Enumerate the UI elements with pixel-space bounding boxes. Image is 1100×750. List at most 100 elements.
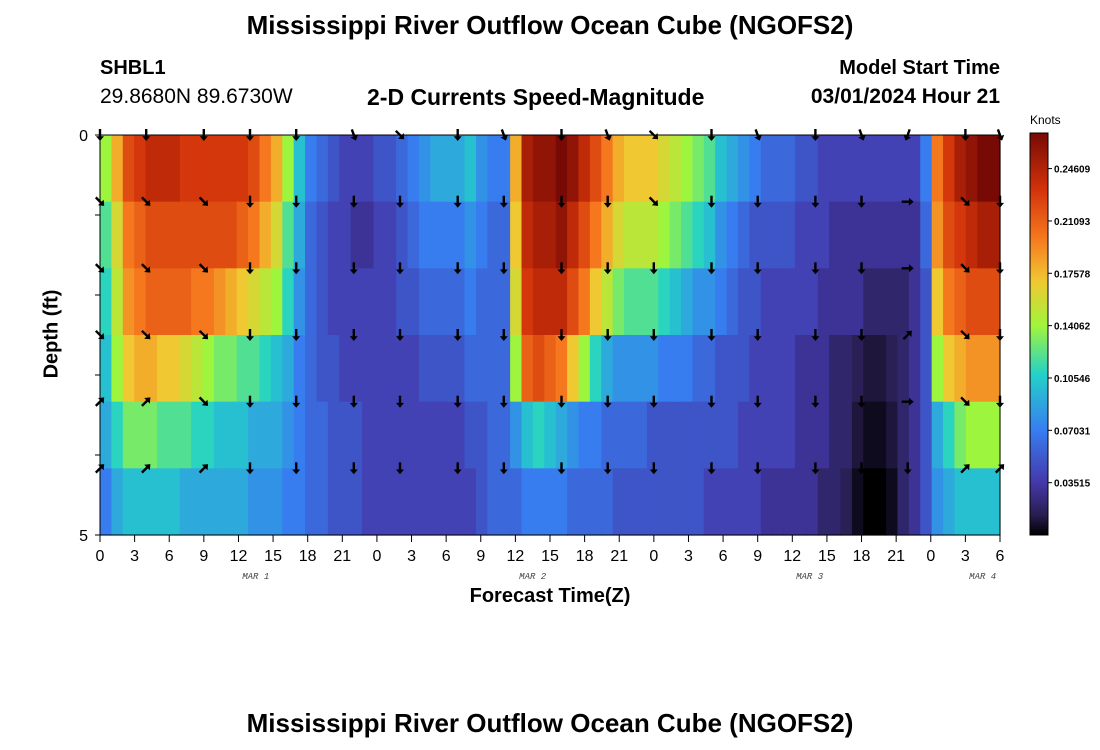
heatmap-cell — [407, 268, 420, 336]
heatmap-cell — [521, 201, 534, 269]
direction-arrow — [649, 329, 658, 341]
heatmap-cell — [954, 268, 967, 336]
heatmap-cell — [453, 401, 466, 469]
heatmap-cell — [498, 335, 511, 403]
heatmap-cell — [191, 335, 204, 403]
heatmap-cell — [624, 268, 637, 336]
x-tick-label: 12 — [506, 548, 524, 565]
heatmap-cell — [396, 268, 409, 336]
heatmap-cell — [282, 268, 295, 336]
heatmap-cell — [145, 135, 158, 203]
heatmap-cell — [646, 335, 659, 403]
heatmap-cell — [726, 401, 739, 469]
heatmap-cell — [589, 401, 602, 469]
heatmap-cell — [760, 468, 773, 536]
direction-arrow — [292, 262, 301, 275]
y-tick-label: 0 — [79, 128, 88, 145]
heatmap-cell — [510, 335, 523, 403]
heatmap-cell — [794, 468, 807, 536]
direction-arrow — [961, 129, 970, 141]
heatmap-cell — [305, 335, 318, 403]
heatmap-cell — [225, 335, 238, 403]
heatmap-cell — [886, 335, 899, 403]
heatmap-cell — [806, 335, 819, 403]
heatmap-cell — [179, 335, 192, 403]
colorbar-tick-label: 0.03515 — [1054, 479, 1091, 490]
direction-arrow — [500, 128, 508, 141]
heatmap-cell — [464, 468, 477, 536]
heatmap-cell — [305, 468, 318, 536]
heatmap-cell — [749, 201, 762, 269]
heatmap-cell — [487, 201, 500, 269]
heatmap-cell — [555, 268, 568, 336]
heatmap-cell — [567, 468, 580, 536]
heatmap-cell — [658, 135, 671, 203]
heatmap-cell — [931, 401, 944, 469]
heatmap-cell — [441, 135, 454, 203]
heatmap-cell — [282, 401, 295, 469]
heatmap-cell — [100, 268, 112, 336]
heatmap-cell — [191, 135, 204, 203]
heatmap-cell — [589, 335, 602, 403]
heatmap-cell — [681, 401, 693, 469]
heatmap-cell — [601, 135, 614, 203]
heatmap-cell — [339, 401, 352, 469]
direction-arrow — [857, 195, 866, 208]
heatmap-cell — [339, 201, 352, 269]
x-tick-label: 9 — [753, 548, 762, 565]
heatmap-cell — [521, 268, 534, 336]
heatmap-cell — [931, 335, 944, 403]
heatmap-cell — [703, 335, 716, 403]
direction-arrow — [396, 395, 404, 408]
heatmap-cell — [988, 335, 1001, 403]
direction-arrow — [292, 195, 301, 208]
heatmap-cell — [327, 401, 340, 469]
heatmap-cell — [202, 401, 215, 469]
heatmap-cell — [225, 468, 238, 536]
direction-arrow — [960, 196, 970, 206]
heatmap-cell — [498, 468, 511, 536]
heatmap-cell — [783, 201, 796, 269]
heatmap-cell — [270, 468, 283, 536]
heatmap-cell — [407, 401, 420, 469]
heatmap-cell — [703, 401, 716, 469]
heatmap-cell — [532, 201, 545, 269]
heatmap-cell — [555, 468, 568, 536]
heatmap-cell — [601, 335, 614, 403]
heatmap-cell — [487, 135, 500, 203]
heatmap-cell — [521, 468, 534, 536]
heatmap-cell — [817, 468, 830, 536]
colorbar — [1029, 132, 1049, 536]
x-tick-label: 21 — [610, 548, 628, 565]
heatmap-cell — [635, 468, 648, 536]
heatmap-cell — [453, 135, 466, 203]
heatmap-cell — [179, 468, 192, 536]
heatmap-cell — [555, 401, 568, 469]
next-chart-title: Mississippi River Outflow Ocean Cube (NG… — [246, 708, 854, 738]
heatmap-cell — [635, 401, 648, 469]
heatmap-cell — [851, 135, 864, 203]
heatmap-cell — [293, 268, 306, 336]
heatmap-cell — [259, 401, 272, 469]
x-tick-label: 15 — [264, 548, 282, 565]
direction-arrow — [396, 329, 404, 341]
heatmap-cell — [373, 335, 386, 403]
heatmap-cell — [293, 401, 306, 469]
x-axis-label: Forecast Time(Z) — [469, 585, 631, 607]
heatmap-cell — [225, 135, 238, 203]
model-start-time: 03/01/2024 Hour 21 — [810, 85, 1000, 108]
heatmap-cell — [487, 335, 500, 403]
heatmap-cell — [977, 268, 990, 336]
direction-arrow — [349, 195, 358, 208]
x-tick-label: 21 — [333, 548, 351, 565]
heatmap-cell — [475, 268, 488, 336]
heatmap-cell — [715, 201, 728, 269]
heatmap-cell — [532, 401, 545, 469]
heatmap-cell — [350, 335, 363, 403]
x-tick-label: 0 — [96, 548, 105, 565]
heatmap-cell — [920, 335, 933, 403]
direction-arrow — [453, 262, 462, 275]
heatmap-cell — [316, 401, 329, 469]
heatmap-cell — [658, 268, 671, 336]
station-id: SHBL1 — [100, 57, 166, 79]
